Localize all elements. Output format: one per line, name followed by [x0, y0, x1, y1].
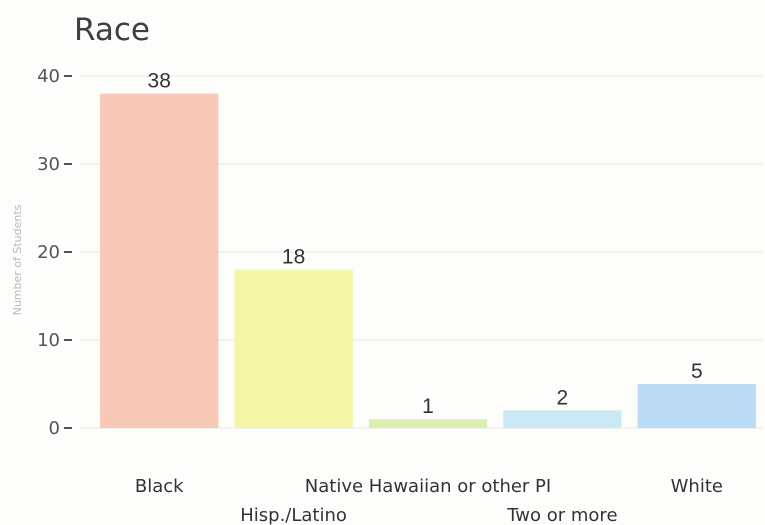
data-label-0: 38 [148, 70, 171, 93]
y-axis-label: Number of Students [11, 204, 24, 315]
data-label-2: 1 [422, 395, 434, 418]
y-tick-label: 20 [37, 242, 60, 263]
bar-4 [637, 384, 756, 428]
data-label-1: 18 [282, 246, 305, 269]
data-label-3: 2 [557, 386, 569, 409]
bar-1 [234, 269, 353, 428]
y-tick-label: 40 [37, 66, 60, 87]
y-tick-label: 30 [37, 154, 60, 175]
x-tick-label-2: Native Hawaiian or other PI [305, 476, 551, 497]
x-tick-label-0: Black [135, 476, 184, 497]
bars [100, 93, 756, 428]
y-tick-label: 10 [37, 330, 60, 351]
y-axis-ticks: 0 10 20 30 40 [37, 66, 72, 439]
y-tick-label: 0 [49, 418, 60, 439]
x-tick-label-4: White [671, 476, 723, 497]
bar-2 [368, 419, 488, 428]
x-tick-label-1: Hisp./Latino [240, 505, 347, 525]
x-tick-label-3: Two or more [506, 505, 617, 525]
bar-3 [503, 410, 622, 428]
bar-0 [100, 93, 219, 428]
data-labels: 38 18 1 2 5 [148, 70, 703, 419]
chart-title: Race [74, 12, 150, 48]
x-axis-ticks: Black Hisp./Latino Native Hawaiian or othe… [135, 476, 723, 525]
data-label-4: 5 [691, 360, 703, 383]
